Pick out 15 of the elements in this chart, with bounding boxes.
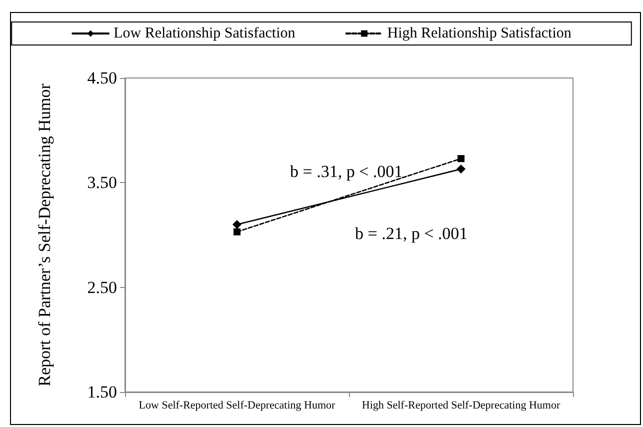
x-tick-label: Low Self-Reported Self-Deprecating Humor — [138, 400, 336, 412]
y-tick-label: 2.50 — [87, 278, 117, 297]
y-tick-label: 4.50 — [87, 68, 117, 88]
y-tick-label: 3.50 — [87, 173, 117, 192]
point — [234, 228, 240, 236]
y-axis-title: Report of Partner’s Self-Deprecating Humor — [35, 83, 54, 386]
y-tick-label: 1.50 — [87, 382, 117, 402]
point — [456, 164, 466, 174]
annotation: b = .21, p < .001 — [355, 224, 468, 243]
annotation: b = .31, p < .001 — [290, 162, 403, 181]
x-tick-label: High Self-Reported Self-Deprecating Humor — [362, 400, 560, 412]
legend-label: High Relationship Satisfaction — [387, 26, 572, 42]
point — [232, 220, 242, 230]
point — [458, 155, 464, 162]
legend-label: Low Relationship Satisfaction — [114, 26, 296, 42]
